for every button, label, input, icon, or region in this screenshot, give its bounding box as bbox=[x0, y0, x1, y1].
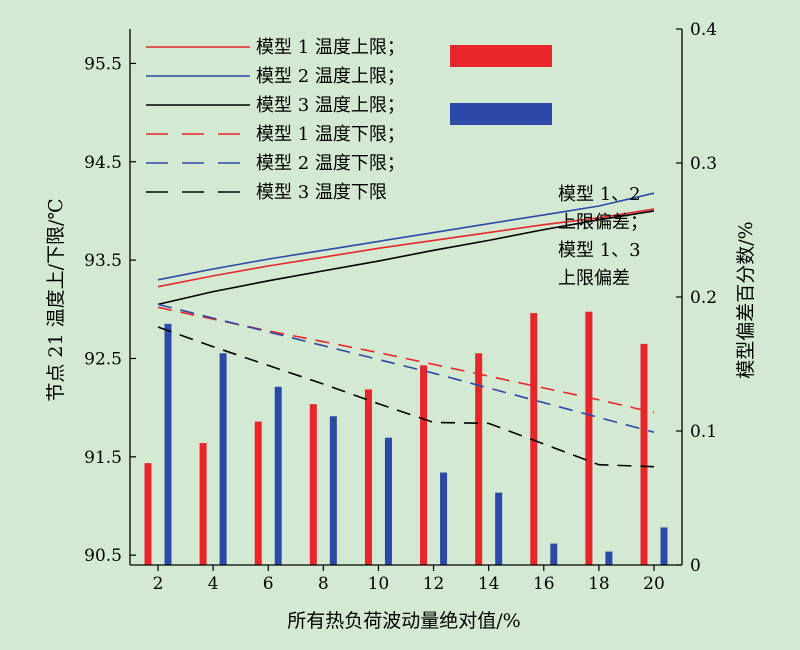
bar-series-2-x-18 bbox=[605, 551, 613, 565]
bar-series-1-x-8 bbox=[309, 404, 317, 565]
bars-layer bbox=[144, 311, 668, 565]
x-tick-label: 8 bbox=[318, 574, 329, 594]
bar-series-1-x-14 bbox=[475, 353, 483, 565]
bar-legend-note: 模型 1、2 上限偏差； 模型 1、3 上限偏差 bbox=[558, 184, 648, 289]
bar-series-2-x-10 bbox=[384, 437, 392, 565]
y-axis-right-title: 模型偏差百分数/% bbox=[735, 221, 757, 378]
legend-line-label: 模型 1 温度上限； bbox=[256, 37, 405, 58]
bar-series-1-x-2 bbox=[144, 463, 152, 565]
bar-series-2-x-6 bbox=[274, 386, 282, 565]
x-tick-label: 6 bbox=[263, 574, 274, 594]
bar-series-1-x-6 bbox=[254, 421, 262, 565]
lines-layer bbox=[157, 192, 655, 468]
line-series-3 bbox=[157, 210, 655, 306]
legend-line-label: 模型 1 温度下限； bbox=[256, 124, 405, 145]
bar-series-2-x-14 bbox=[495, 492, 503, 565]
bar-series-2-x-16 bbox=[550, 543, 558, 565]
line-series-4 bbox=[157, 306, 655, 414]
x-tick-label: 18 bbox=[588, 574, 610, 594]
legend-line-label: 模型 2 温度下限； bbox=[256, 153, 405, 174]
bar-legend-note-line: 上限偏差； bbox=[558, 212, 648, 233]
bar-series-1-x-12 bbox=[420, 365, 428, 565]
x-tick-label: 2 bbox=[153, 574, 164, 594]
legend-line-label: 模型 3 温度上限； bbox=[256, 95, 405, 116]
y-left-tick-label: 91.5 bbox=[84, 448, 122, 468]
bar-series-2-x-20 bbox=[660, 527, 668, 565]
bar-series-1-x-4 bbox=[199, 443, 207, 565]
y-right-tick-label: 0 bbox=[690, 556, 701, 576]
line-series-2 bbox=[157, 192, 655, 281]
bar-series-1-x-16 bbox=[530, 313, 538, 565]
x-axis-title: 所有热负荷波动量绝对值/% bbox=[287, 610, 520, 632]
bar-series-1-x-18 bbox=[585, 311, 593, 565]
legend-line-label: 模型 3 温度下限 bbox=[256, 182, 387, 203]
bar-series-2-x-8 bbox=[329, 416, 337, 565]
y-right-tick-label: 0.1 bbox=[690, 422, 717, 442]
y-left-tick-label: 94.5 bbox=[84, 153, 122, 173]
bar-legend-note-line: 模型 1、3 bbox=[558, 240, 641, 261]
line-series-6 bbox=[157, 326, 655, 468]
x-tick-label: 20 bbox=[643, 574, 665, 594]
x-tick-label: 10 bbox=[368, 574, 390, 594]
y-right-tick-label: 0.3 bbox=[690, 154, 717, 174]
line-series-5 bbox=[157, 303, 655, 433]
y-axis-left-title: 节点 21 温度上/下限/℃ bbox=[45, 198, 67, 401]
bar-series-1-x-20 bbox=[640, 343, 648, 565]
bar-series-2-x-2 bbox=[164, 323, 172, 565]
y-right-tick-label: 0.2 bbox=[690, 288, 717, 308]
bar-series-2-x-4 bbox=[219, 353, 227, 565]
x-tick-label: 16 bbox=[533, 574, 555, 594]
legend-line-label: 模型 2 温度上限； bbox=[256, 66, 405, 87]
bar-series-1-x-10 bbox=[364, 389, 372, 565]
axes-layer: 2 4 6 8 10 12 14 16 18 20 90.5 91.5 92.5 93.5 94.5 95.5… bbox=[84, 20, 717, 594]
y-left-tick-label: 95.5 bbox=[84, 54, 122, 74]
bar-legend-note-line: 模型 1、2 bbox=[558, 184, 641, 205]
bar-series-2-x-12 bbox=[440, 472, 448, 565]
x-tick-label: 4 bbox=[208, 574, 219, 594]
y-right-tick-label: 0.4 bbox=[690, 20, 717, 40]
y-left-tick-label: 92.5 bbox=[84, 349, 122, 369]
y-left-tick-label: 93.5 bbox=[84, 251, 122, 271]
line-series-1 bbox=[157, 208, 655, 288]
x-tick-label: 12 bbox=[423, 574, 445, 594]
legend-bar-swatch bbox=[450, 103, 552, 125]
legend-bar-swatch bbox=[450, 45, 552, 67]
y-left-tick-label: 90.5 bbox=[84, 546, 122, 566]
legend: 模型 1 温度上限； 模型 2 温度上限； 模型 3 温度上限； 模型 1 温度下限；… bbox=[146, 37, 552, 203]
x-tick-label: 14 bbox=[478, 574, 500, 594]
bar-legend-note-line: 上限偏差 bbox=[558, 268, 630, 289]
